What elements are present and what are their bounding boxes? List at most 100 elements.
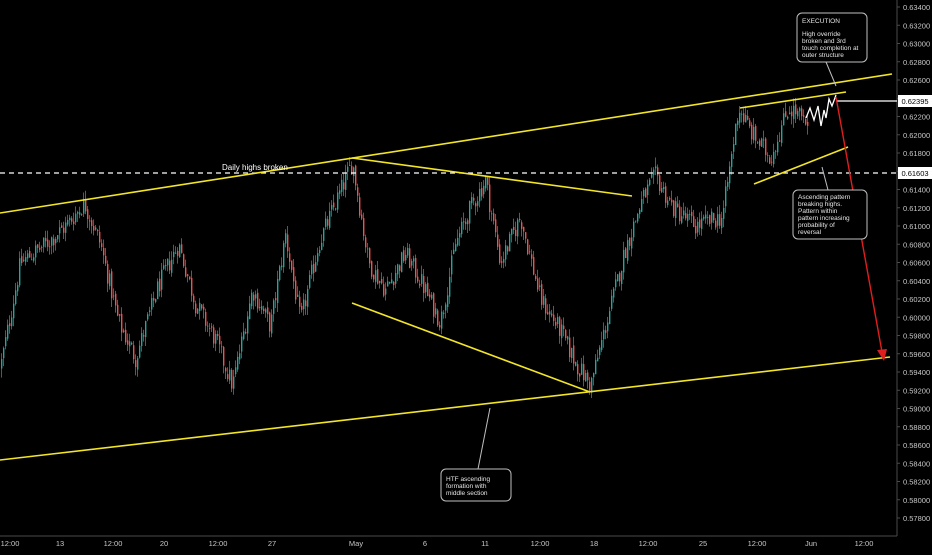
candle-body [97,230,99,232]
candle-body [135,360,137,368]
candle-body [363,218,365,237]
trendlines [0,73,893,461]
y-tick-label: 0.58800 [903,423,930,432]
candle-body [19,258,21,286]
candle-body [671,199,673,203]
candle-body [557,316,559,324]
candle-body [365,237,367,248]
candle-body [53,238,55,246]
candle-body [619,272,621,282]
candle-body [741,113,743,115]
candle-body [449,276,451,297]
candle-body [527,239,529,254]
y-tick-label: 0.59600 [903,350,930,359]
candle-body [467,220,469,225]
candle-body [411,260,413,266]
htf-callout: HTF ascending formation with middle sect… [440,407,512,502]
middle-lower-trendline [351,302,591,393]
candle-body [367,248,369,250]
candle-body [771,161,773,163]
y-tick-label: 0.63200 [903,21,930,30]
candle-body [571,347,573,359]
candle-body [667,200,669,205]
candle-body [245,332,247,334]
candle-body [781,125,783,143]
candle-body [159,278,161,292]
candle-body [587,372,589,381]
candle-body [535,276,537,279]
candle-body [471,197,473,204]
candle-body [301,305,303,310]
lower-price-text: 0.61603 [901,169,928,178]
execution-text-2: broken and 3rd [802,38,846,45]
candle-body [325,218,327,227]
y-tick-label: 0.58400 [903,459,930,468]
candle-body [613,288,615,298]
candle-body [775,150,777,152]
candle-body [249,303,251,320]
candle-body [255,294,257,299]
candle-body [389,281,391,284]
candle-body [633,221,635,238]
candle-body [303,299,305,310]
candle-body [33,257,35,261]
candle-body [333,202,335,208]
candle-body [203,306,205,310]
candle-body [41,247,43,248]
y-tick-label: 0.62200 [903,113,930,122]
candle-body [759,140,761,146]
candle-body [1,359,3,369]
candle-body [695,225,697,234]
candle-body [419,283,421,286]
candle-body [507,246,509,252]
candle-body [575,362,577,366]
candle-body [483,185,485,195]
candle-body [219,335,221,345]
candle-body [523,226,525,232]
candle-body [441,311,443,329]
candle-body [583,364,585,381]
candle-body [795,104,797,115]
candle-body [455,244,457,251]
candle-body [95,227,97,230]
candle-body [7,324,9,339]
candle-body [635,220,637,222]
candle-body [65,222,67,233]
candle-body [595,359,597,375]
projection-path [805,94,837,127]
candle-body [655,166,657,169]
candle-body [239,353,241,360]
candle-body [127,340,129,345]
candle-body [405,254,407,261]
candle-body [599,347,601,356]
candle-body [797,111,799,117]
candle-body [201,304,203,309]
candle-body [677,203,679,208]
candle-body [631,237,633,249]
ascending-text-5: probability of [798,222,835,229]
x-tick-label: 12:00 [209,539,228,548]
middle-upper-trendline [351,157,633,197]
candle-body [215,333,217,344]
candle-body [705,214,707,219]
candle-body [547,312,549,315]
candle-body [347,166,349,172]
candle-body [321,242,323,250]
candle-body [233,376,235,389]
candle-body [221,346,223,348]
candle-body [683,210,685,216]
candle-body [31,259,33,261]
candle-body [211,326,213,328]
candle-body [125,329,127,343]
candle-body [663,186,665,190]
candle-body [763,139,765,141]
candle-body [721,218,723,229]
candle-body [409,248,411,268]
candle-body [9,323,11,327]
candle-body [29,250,31,258]
htf-text-1: HTF ascending [446,476,490,483]
candle-body [493,213,495,221]
candle-body [617,274,619,282]
candle-body [711,211,713,223]
candle-body [205,311,207,326]
